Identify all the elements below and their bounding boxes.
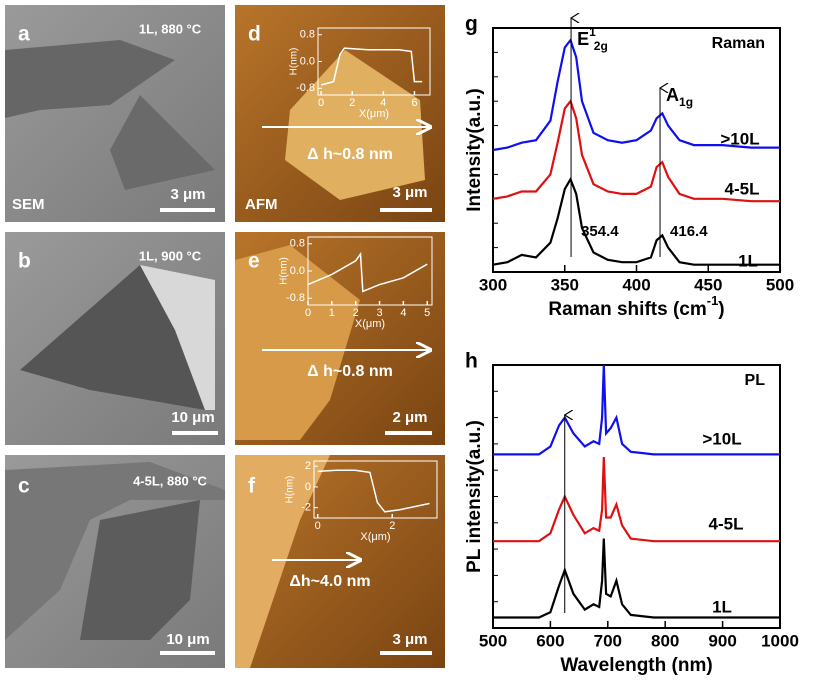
series-label: 1L — [712, 597, 732, 616]
panel-a: a 1L, 880 °C SEM 3 μm — [5, 5, 225, 222]
y-tick-label: -0.8 — [286, 292, 305, 304]
scale-label: 2 μm — [392, 409, 427, 426]
series-label: >10L — [702, 429, 741, 448]
panel-b: b 1L, 900 °C 10 μm — [5, 232, 225, 445]
annotation: Raman — [712, 35, 765, 52]
y-tick-label: 2 — [305, 460, 311, 472]
y-tick-label: 0.0 — [290, 265, 305, 277]
condition: 4-5L, 880 °C — [133, 473, 207, 488]
x-tick-label: 350 — [551, 275, 579, 294]
x-tick-label: 2 — [349, 97, 355, 109]
x-tick-label: 6 — [411, 97, 417, 109]
x-tick-label: 900 — [708, 631, 736, 650]
y-tick-label: 0.8 — [290, 238, 305, 250]
panel-label: a — [18, 23, 30, 46]
y-tick-label: 0 — [305, 481, 311, 493]
plot-frame — [493, 28, 780, 272]
x-tick-label: 800 — [651, 631, 679, 650]
scale-label: 10 μm — [171, 409, 214, 426]
scale-label: 3 μm — [170, 186, 205, 203]
series-label: >10L — [720, 129, 759, 148]
peak-label: 416.4 — [670, 223, 708, 240]
mode-sup: 1 — [589, 25, 596, 39]
height-label: Δh~4.0 nm — [289, 573, 370, 590]
panel-label: b — [18, 250, 31, 273]
x-axis-label: Wavelength (nm) — [560, 655, 712, 676]
x-tick-label: 1000 — [761, 631, 799, 650]
x-axis-label: Raman shifts (cm-1) — [548, 293, 724, 320]
x-axis-label: X(μm) — [359, 108, 389, 120]
x-axis-label-text: X(μm) — [360, 531, 390, 543]
x-axis-label-sup: -1 — [707, 293, 719, 308]
x-axis-label-tail: ) — [718, 299, 724, 320]
condition: 1L, 880 °C — [139, 21, 202, 36]
y-tick-label: -0.8 — [296, 82, 315, 94]
scale-label: 3 μm — [392, 631, 427, 648]
x-tick-label: 600 — [536, 631, 564, 650]
y-axis-label: PL intensity(a.u.) — [464, 420, 485, 573]
panel-label: f — [248, 475, 256, 498]
x-tick-label: 400 — [622, 275, 650, 294]
peak-label: 354.4 — [581, 223, 619, 240]
panel-label: e — [248, 250, 260, 273]
panel-label: g — [465, 13, 478, 36]
x-tick-label: 450 — [694, 275, 722, 294]
x-tick-label: 4 — [400, 307, 406, 319]
series-label: 4-5L — [725, 179, 760, 198]
mode-base: E — [577, 29, 589, 49]
scale-label: 10 μm — [166, 631, 209, 648]
panel-label: d — [248, 23, 261, 46]
condition: 1L, 900 °C — [139, 248, 202, 263]
x-tick-label: 300 — [479, 275, 507, 294]
plot-frame — [493, 365, 780, 628]
height-label: Δ h~0.8 nm — [307, 146, 393, 163]
x-tick-label: 0 — [305, 307, 311, 319]
method: SEM — [12, 196, 45, 213]
y-axis-label: Intensity(a.u.) — [464, 88, 485, 212]
y-axis-label: H(nm) — [279, 257, 290, 285]
mode-base: A — [666, 85, 679, 105]
x-tick-label: 500 — [766, 275, 794, 294]
x-tick-label: 0 — [315, 520, 321, 532]
x-tick-label: 5 — [424, 307, 430, 319]
mode-sub: 1g — [679, 95, 693, 109]
mode-label: A1g — [666, 85, 693, 109]
chart: 500 600 700 800 900 1000 Wavelength (nm) PL int… — [464, 350, 799, 676]
y-axis-label: H(nm) — [285, 476, 296, 504]
method: AFM — [245, 196, 278, 213]
x-tick-label: 700 — [594, 631, 622, 650]
x-tick-label: 500 — [479, 631, 507, 650]
scale-label: 3 μm — [392, 184, 427, 201]
panel-c: c 4-5L, 880 °C 10 μm — [5, 455, 225, 668]
x-axis-label: X(μm) — [355, 318, 385, 330]
figure: a 1L, 880 °C SEM 3 μm b 1L, 900 °C 10 μm… — [0, 0, 813, 691]
panel-label: h — [465, 350, 478, 373]
x-tick-label: 1 — [329, 307, 335, 319]
annotation: PL — [745, 372, 766, 389]
x-axis-label-text: X(μm) — [359, 108, 389, 120]
series-label: 4-5L — [709, 514, 744, 533]
panel-f: f Δh~4.0 nm 3 μm — [235, 455, 445, 668]
panel-label: c — [18, 475, 30, 498]
y-axis-label: H(nm) — [289, 48, 300, 76]
series-line — [493, 539, 780, 618]
y-tick-label: 0.0 — [300, 55, 315, 67]
height-label: Δ h~0.8 nm — [307, 363, 393, 380]
x-axis-label-text: X(μm) — [355, 318, 385, 330]
panel-e: e Δ h~0.8 nm 2 μm — [235, 232, 445, 445]
mode-sub: 2g — [594, 39, 608, 53]
x-tick-label: 0 — [318, 97, 324, 109]
series-label: 1L — [738, 251, 758, 270]
y-tick-label: 0.8 — [300, 29, 315, 41]
y-tick-label: -2 — [301, 502, 311, 514]
chart: 300 350 400 450 500 Raman shifts (cm-1) Intens… — [464, 13, 794, 320]
x-axis-label: X(μm) — [360, 531, 390, 543]
x-axis-label-text: Wavelength (nm) — [560, 655, 712, 676]
x-axis-label-text: Raman shifts (cm — [548, 299, 706, 320]
panel-d: d AFM Δ h~0.8 nm 3 μm — [235, 5, 445, 222]
